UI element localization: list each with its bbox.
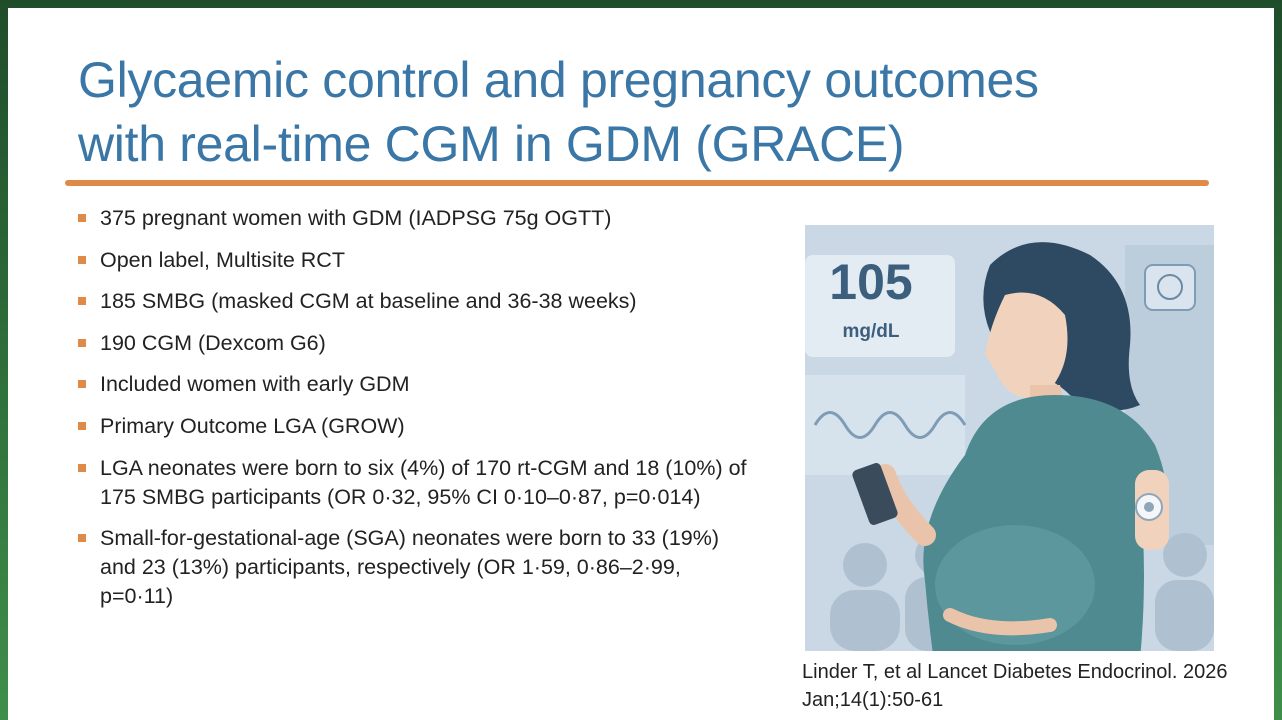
slide-title: Glycaemic control and pregnancy outcomes…: [78, 48, 1039, 176]
bullet: LGA neonates were born to six (4%) of 17…: [78, 454, 758, 512]
bullet-list: 375 pregnant women with GDM (IADPSG 75g …: [78, 204, 758, 624]
citation-line: Jan;14(1):50-61: [802, 689, 944, 711]
bullet: Primary Outcome LGA (GROW): [78, 412, 758, 441]
illustration: 105 mg/dL: [805, 225, 1214, 651]
citation: Linder T, et al Lancet Diabetes Endocrin…: [802, 658, 1227, 714]
bullet: 185 SMBG (masked CGM at baseline and 36-…: [78, 287, 758, 316]
glucose-unit: mg/dL: [843, 321, 900, 342]
bullet: 375 pregnant women with GDM (IADPSG 75g …: [78, 204, 758, 233]
bullet: Small-for-gestational-age (SGA) neonates…: [78, 524, 758, 611]
citation-line: Linder T, et al Lancet Diabetes Endocrin…: [802, 661, 1228, 683]
bullet: Included women with early GDM: [78, 370, 758, 399]
glucose-reading: 105: [829, 254, 912, 310]
bullet: Open label, Multisite RCT: [78, 246, 758, 275]
bullet: 190 CGM (Dexcom G6): [78, 329, 758, 358]
slide: Glycaemic control and pregnancy outcomes…: [8, 8, 1274, 720]
title-line: Glycaemic control and pregnancy outcomes: [78, 52, 1039, 108]
title-underline: [65, 180, 1209, 186]
title-line: with real-time CGM in GDM (GRACE): [78, 116, 905, 172]
